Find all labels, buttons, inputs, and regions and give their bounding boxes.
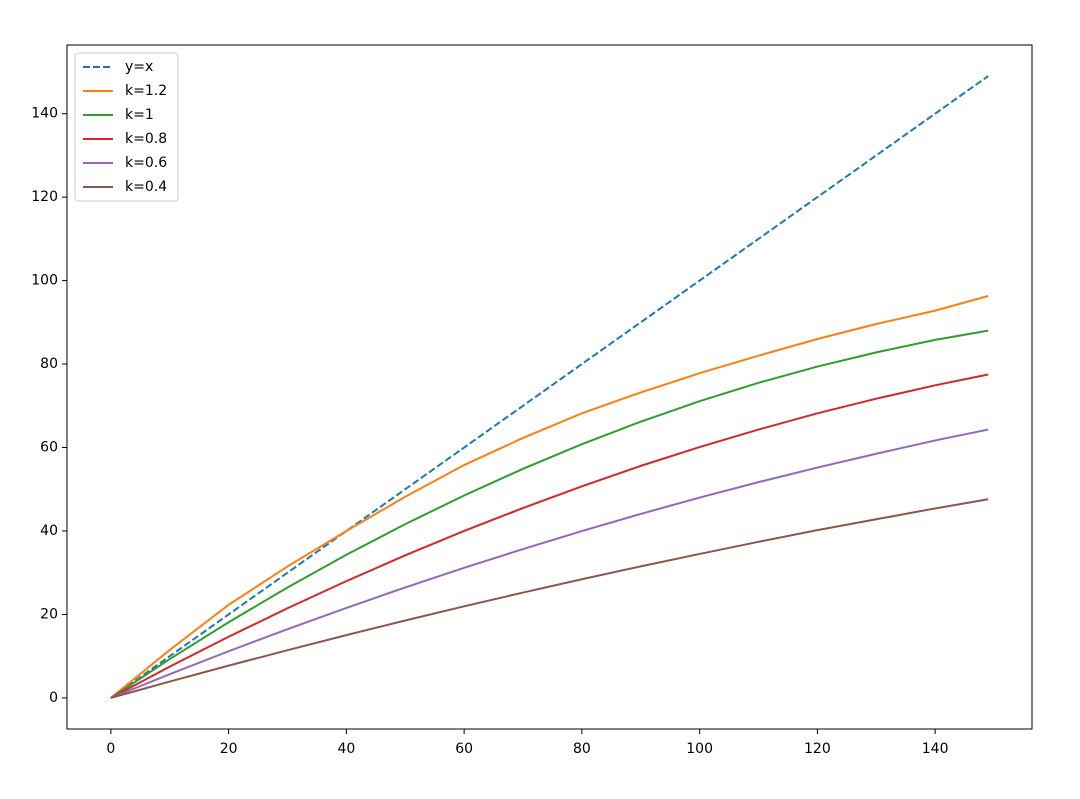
y-tick-label: 0	[49, 690, 58, 706]
y-tick-label: 80	[40, 356, 58, 372]
legend-label: k=0.6	[125, 155, 167, 171]
series-line	[110, 373, 989, 699]
legend-label: k=0.8	[125, 131, 167, 147]
y-tick-label: 40	[40, 523, 58, 539]
legend-label: k=1.2	[125, 83, 167, 99]
x-tick-label: 140	[922, 741, 949, 757]
series-line	[110, 498, 989, 699]
legend-label: y=x	[125, 59, 153, 75]
legend-label: k=0.4	[125, 179, 167, 195]
x-tick-label: 60	[455, 741, 473, 757]
x-tick-label: 0	[106, 741, 115, 757]
series-line	[110, 295, 989, 699]
series-line	[110, 329, 989, 699]
y-tick-label: 20	[40, 606, 58, 622]
x-tick-label: 100	[686, 741, 713, 757]
x-tick-label: 80	[573, 741, 591, 757]
y-tick-label: 100	[31, 273, 58, 289]
y-tick-label: 140	[31, 106, 58, 122]
legend-label: k=1	[125, 107, 154, 123]
y-tick-label: 120	[31, 189, 58, 205]
axes-frame	[66, 44, 1033, 730]
x-tick-label: 20	[220, 741, 238, 757]
series-line	[110, 75, 989, 699]
x-tick-label: 120	[804, 741, 831, 757]
series-line	[110, 428, 989, 699]
x-tick-label: 40	[337, 741, 355, 757]
legend: y=x k=1.2 k=1 k=0.8 k=0.6 k=0.4	[74, 52, 179, 202]
y-tick-label: 60	[40, 440, 58, 456]
